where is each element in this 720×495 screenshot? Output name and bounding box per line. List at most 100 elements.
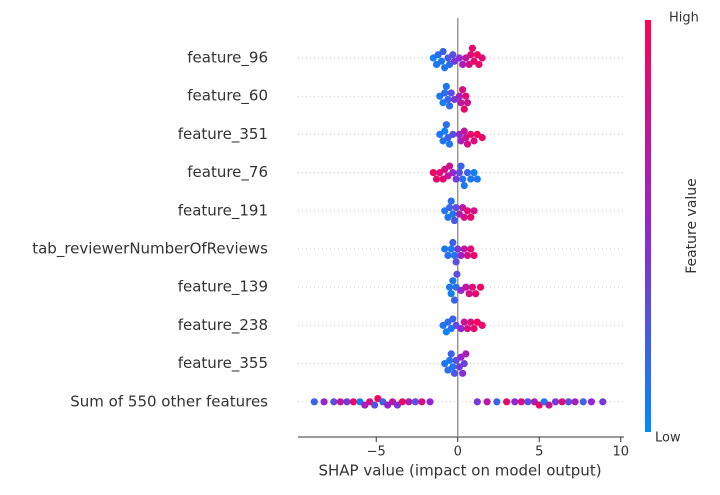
shap-point xyxy=(478,321,486,329)
shap-point xyxy=(442,82,450,91)
shap-point xyxy=(524,398,532,406)
colorbar-low: Low xyxy=(655,431,681,446)
shap-point xyxy=(511,398,519,406)
shap-point xyxy=(454,245,462,253)
shap-point xyxy=(336,398,344,406)
shap-point xyxy=(447,245,455,253)
shap-point xyxy=(429,169,437,177)
shap-point xyxy=(455,92,463,100)
shap-point xyxy=(441,127,449,135)
shap-point xyxy=(441,245,449,253)
x-axis-label: SHAP value (impact on model output) xyxy=(318,462,601,480)
x-tick-label: 10 xyxy=(612,445,629,460)
shap-point xyxy=(465,290,473,298)
shap-point xyxy=(470,325,478,333)
shap-point xyxy=(450,369,459,377)
colorbar-label: Feature value xyxy=(684,178,700,274)
shap-point xyxy=(449,130,457,138)
shap-point xyxy=(587,398,596,406)
shap-point xyxy=(460,105,468,113)
shap-point xyxy=(442,121,450,129)
y-tick-label: feature_191 xyxy=(178,201,268,220)
shap-point xyxy=(450,296,459,304)
shap-point xyxy=(444,95,452,104)
shap-point xyxy=(330,398,338,406)
shap-point xyxy=(473,398,481,406)
x-tick-label: −5 xyxy=(367,445,386,460)
colorbar-high: High xyxy=(669,11,699,26)
shap-point xyxy=(460,127,468,135)
shap-point xyxy=(468,44,477,52)
shap-point xyxy=(445,162,454,170)
shap-point xyxy=(470,137,478,145)
x-tick-label: 0 xyxy=(454,445,462,460)
shap-point xyxy=(462,350,470,358)
shap-point xyxy=(493,398,501,406)
y-tick-label: feature_238 xyxy=(178,316,268,335)
shap-point xyxy=(462,283,470,291)
shap-point xyxy=(468,283,477,291)
shap-point xyxy=(459,86,467,94)
shap-point xyxy=(472,290,480,298)
shap-point xyxy=(445,203,454,212)
shap-point xyxy=(447,197,455,205)
shap-point xyxy=(445,140,454,148)
y-tick-label: feature_60 xyxy=(187,87,268,106)
shap-point xyxy=(463,140,472,148)
shap-point xyxy=(418,398,426,406)
shap-point xyxy=(449,169,457,177)
shap-point xyxy=(447,290,455,298)
shap-point xyxy=(558,398,566,406)
shap-point xyxy=(460,245,468,253)
shap-point xyxy=(320,398,328,406)
shap-point xyxy=(467,318,475,326)
shap-point xyxy=(579,398,587,406)
shap-point xyxy=(310,398,318,406)
shap-point xyxy=(449,363,457,371)
shap-point xyxy=(371,401,379,409)
shap-point xyxy=(571,398,579,406)
y-tick-label: feature_96 xyxy=(187,49,268,68)
shap-point xyxy=(449,315,457,323)
shap-point xyxy=(452,258,460,266)
shap-point xyxy=(475,60,483,69)
shap-point xyxy=(564,398,573,406)
shap-point xyxy=(453,270,461,278)
shap-point xyxy=(457,325,465,333)
shap-point xyxy=(599,398,607,406)
shap-point xyxy=(450,216,459,225)
shap-point xyxy=(467,51,475,59)
shap-point xyxy=(467,130,475,138)
shap-point xyxy=(460,318,468,326)
shap-point xyxy=(398,398,406,406)
shap-point xyxy=(405,398,413,406)
shap-point xyxy=(460,213,468,221)
y-tick-label: feature_355 xyxy=(178,354,268,373)
shap-point xyxy=(545,401,553,409)
shap-point xyxy=(476,283,485,291)
shap-point xyxy=(445,283,454,291)
shap-point xyxy=(457,99,465,107)
shap-point xyxy=(478,134,486,142)
shap-point xyxy=(503,398,511,406)
shap-point xyxy=(439,47,447,56)
shap-point xyxy=(460,181,468,190)
y-tick-label: feature_351 xyxy=(178,125,268,144)
shap-point xyxy=(452,203,460,212)
shap-point xyxy=(449,277,457,285)
shap-point xyxy=(517,398,525,406)
y-tick-label: feature_139 xyxy=(178,278,268,297)
y-tick-label: Sum of 550 other features xyxy=(70,392,268,410)
shap-point xyxy=(449,51,457,59)
shap-point xyxy=(447,350,455,358)
shap-point xyxy=(445,102,454,110)
shap-point xyxy=(455,169,463,177)
shap-point xyxy=(459,175,467,183)
shap-point xyxy=(455,54,463,62)
colorbar xyxy=(645,20,651,432)
y-tick-label: feature_76 xyxy=(187,163,268,182)
shap-point xyxy=(452,175,460,183)
shap-point xyxy=(349,398,358,406)
